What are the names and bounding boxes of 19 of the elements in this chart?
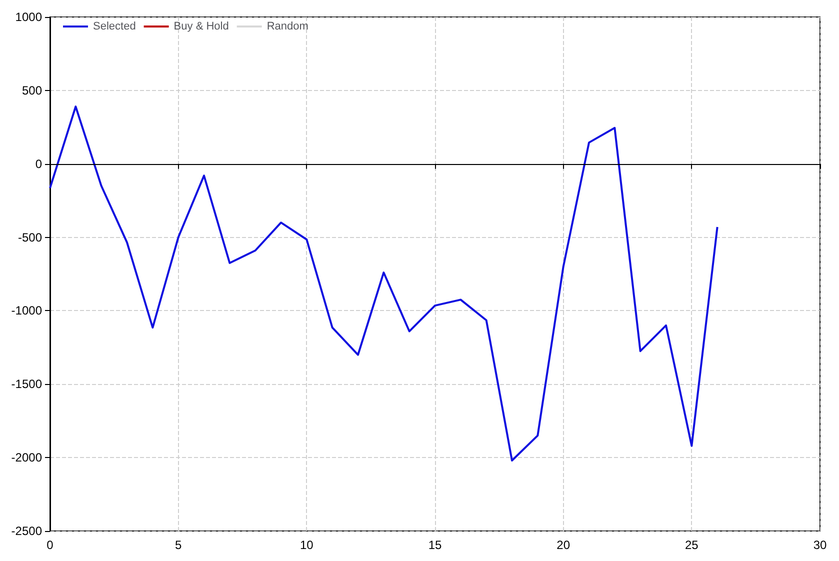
x-tick-label: 30 (813, 538, 827, 552)
y-tick-label: -1000 (11, 304, 42, 318)
y-tick-label: -1500 (11, 377, 42, 392)
x-tick-label: 15 (428, 538, 442, 552)
y-tick-label: -500 (18, 230, 42, 244)
y-tick-label: -2000 (11, 450, 42, 465)
x-tick-label: 25 (684, 538, 699, 552)
y-tick-label: -2500 (11, 524, 42, 538)
legend-label: Buy & Hold (174, 20, 229, 32)
line-series (49, 106, 718, 462)
legend-label: Random (266, 20, 308, 32)
x-tick-label: 5 (174, 538, 182, 552)
y-tick-label: 1000 (15, 10, 42, 24)
x-tick-label: 10 (300, 538, 314, 552)
y-tick-label: 500 (22, 83, 42, 98)
x-tick-label: 0 (46, 538, 54, 552)
x-tick-label: 20 (556, 538, 570, 552)
y-tick-label: 0 (35, 156, 42, 171)
legend-label: Selected (93, 20, 136, 32)
